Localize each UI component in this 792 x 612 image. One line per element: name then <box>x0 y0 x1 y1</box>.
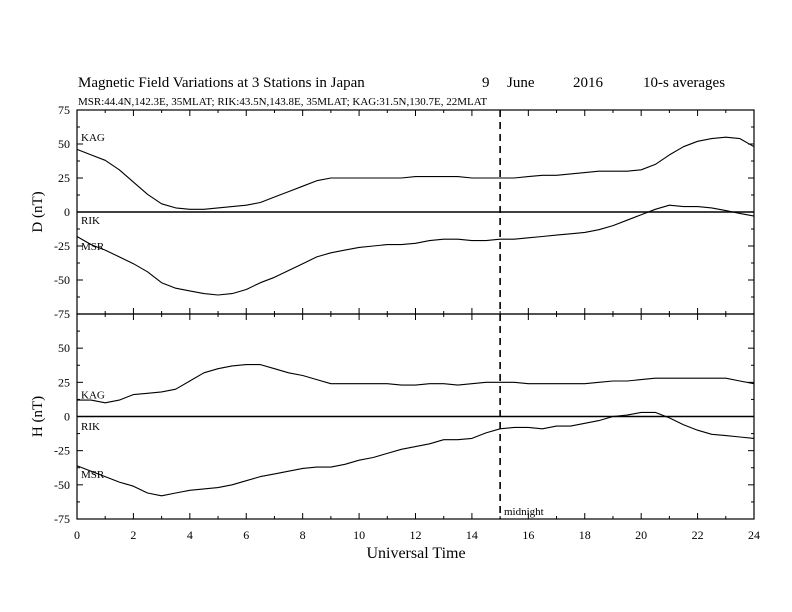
x-tick-label: 8 <box>300 528 306 542</box>
chart-title-year: 2016 <box>573 75 604 91</box>
series-label-kag-h: KAG <box>81 390 105 402</box>
x-tick-label: 20 <box>635 528 647 542</box>
y-tick-label-d: 0 <box>64 205 70 219</box>
y-tick-label-h: 0 <box>64 410 70 424</box>
series-line-kag-d <box>76 136 755 210</box>
x-tick-label: 0 <box>74 528 80 542</box>
y-axis-title-d: D (nT) <box>30 191 46 232</box>
y-tick-label-d: -75 <box>54 307 70 321</box>
y-tick-label-h: -25 <box>54 444 70 458</box>
chart-title: Magnetic Field Variations at 3 Stations … <box>78 75 365 91</box>
series-label-msr-d: MSR <box>81 241 105 253</box>
x-tick-label: 6 <box>243 528 249 542</box>
x-axis-title: Universal Time <box>366 545 465 562</box>
x-tick-label: 2 <box>130 528 136 542</box>
x-tick-label: 22 <box>692 528 704 542</box>
x-tick-label: 14 <box>466 528 478 542</box>
series-line-msr-h <box>76 411 755 497</box>
series-line-msr-d <box>76 204 755 296</box>
x-tick-label: 16 <box>522 528 534 542</box>
y-tick-label-d: 50 <box>58 137 70 151</box>
x-tick-label: 10 <box>353 528 365 542</box>
y-tick-label-d: -25 <box>54 239 70 253</box>
y-tick-label-h: 25 <box>58 375 70 389</box>
y-tick-label-h: -75 <box>54 512 70 526</box>
x-tick-label: 4 <box>187 528 193 542</box>
series-label-rik-d: RIK <box>81 215 100 227</box>
x-axis: 0 2 4 6 8 10 12 14 16 18 20 22 24 <box>74 110 760 542</box>
x-tick-label: 18 <box>579 528 591 542</box>
series-line-kag-h <box>77 364 755 404</box>
y-axis-title-h: H (nT) <box>30 396 46 437</box>
series-label-msr-h: MSR <box>81 469 105 481</box>
y-tick-label-d: -50 <box>54 273 70 287</box>
chart-header: Magnetic Field Variations at 3 Stations … <box>78 75 725 108</box>
series-label-rik-h: RIK <box>81 421 100 433</box>
y-tick-label-d: 75 <box>58 103 70 117</box>
x-tick-label: 12 <box>410 528 422 542</box>
y-tick-label-d: 25 <box>58 171 70 185</box>
station-info-subtitle: MSR:44.4N,142.3E, 35MLAT; RIK:43.5N,143.… <box>78 96 487 108</box>
x-tick-label: 24 <box>748 528 760 542</box>
y-tick-label-h: 50 <box>58 341 70 355</box>
chart-title-resolution: 10-s averages <box>643 75 725 91</box>
chart-title-month: June <box>507 75 535 91</box>
series-label-kag-d: KAG <box>81 132 105 144</box>
chart-title-day: 9 <box>482 75 490 91</box>
y-tick-label-h: -50 <box>54 478 70 492</box>
midnight-annotation: midnight <box>504 506 544 518</box>
h-component-panel: 50 25 0 -25 -50 -75 H (nT) KAG RIK MSR <box>30 313 755 526</box>
